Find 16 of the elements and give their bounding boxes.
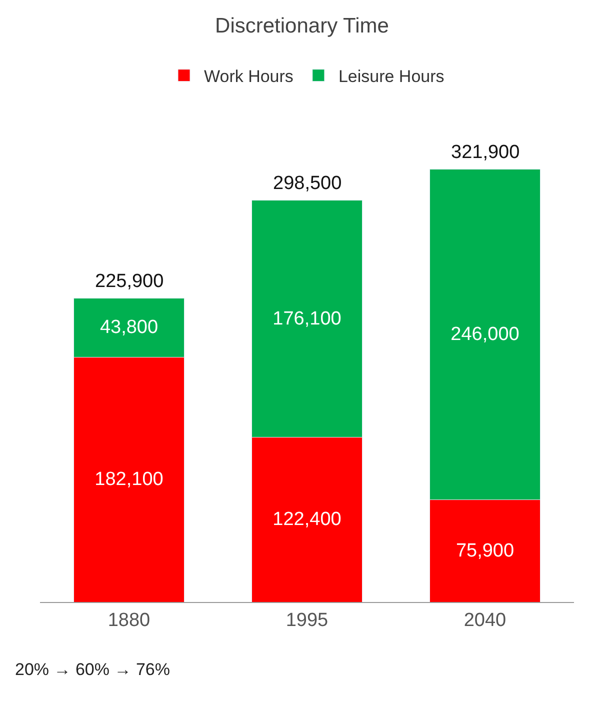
x-tick-label: 1880 [108, 610, 150, 631]
total-label: 225,900 [95, 271, 164, 292]
chart-title: Discretionary Time [215, 14, 389, 38]
x-tick-label: 1995 [286, 610, 328, 631]
legend-label: Work Hours [204, 66, 294, 86]
data-label: 43,800 [100, 317, 158, 338]
total-label: 321,900 [451, 142, 520, 163]
x-tick-label: 2040 [464, 610, 506, 631]
data-label: 246,000 [450, 324, 520, 345]
total-label: 298,500 [273, 173, 342, 194]
legend-label: Leisure Hours [338, 66, 444, 86]
text: 20% → 60% → 76% [15, 660, 170, 679]
data-label: 182,100 [94, 469, 164, 490]
data-label: 122,400 [272, 509, 342, 530]
data-label: 75,900 [456, 540, 514, 562]
data-label: 176,100 [272, 308, 342, 330]
